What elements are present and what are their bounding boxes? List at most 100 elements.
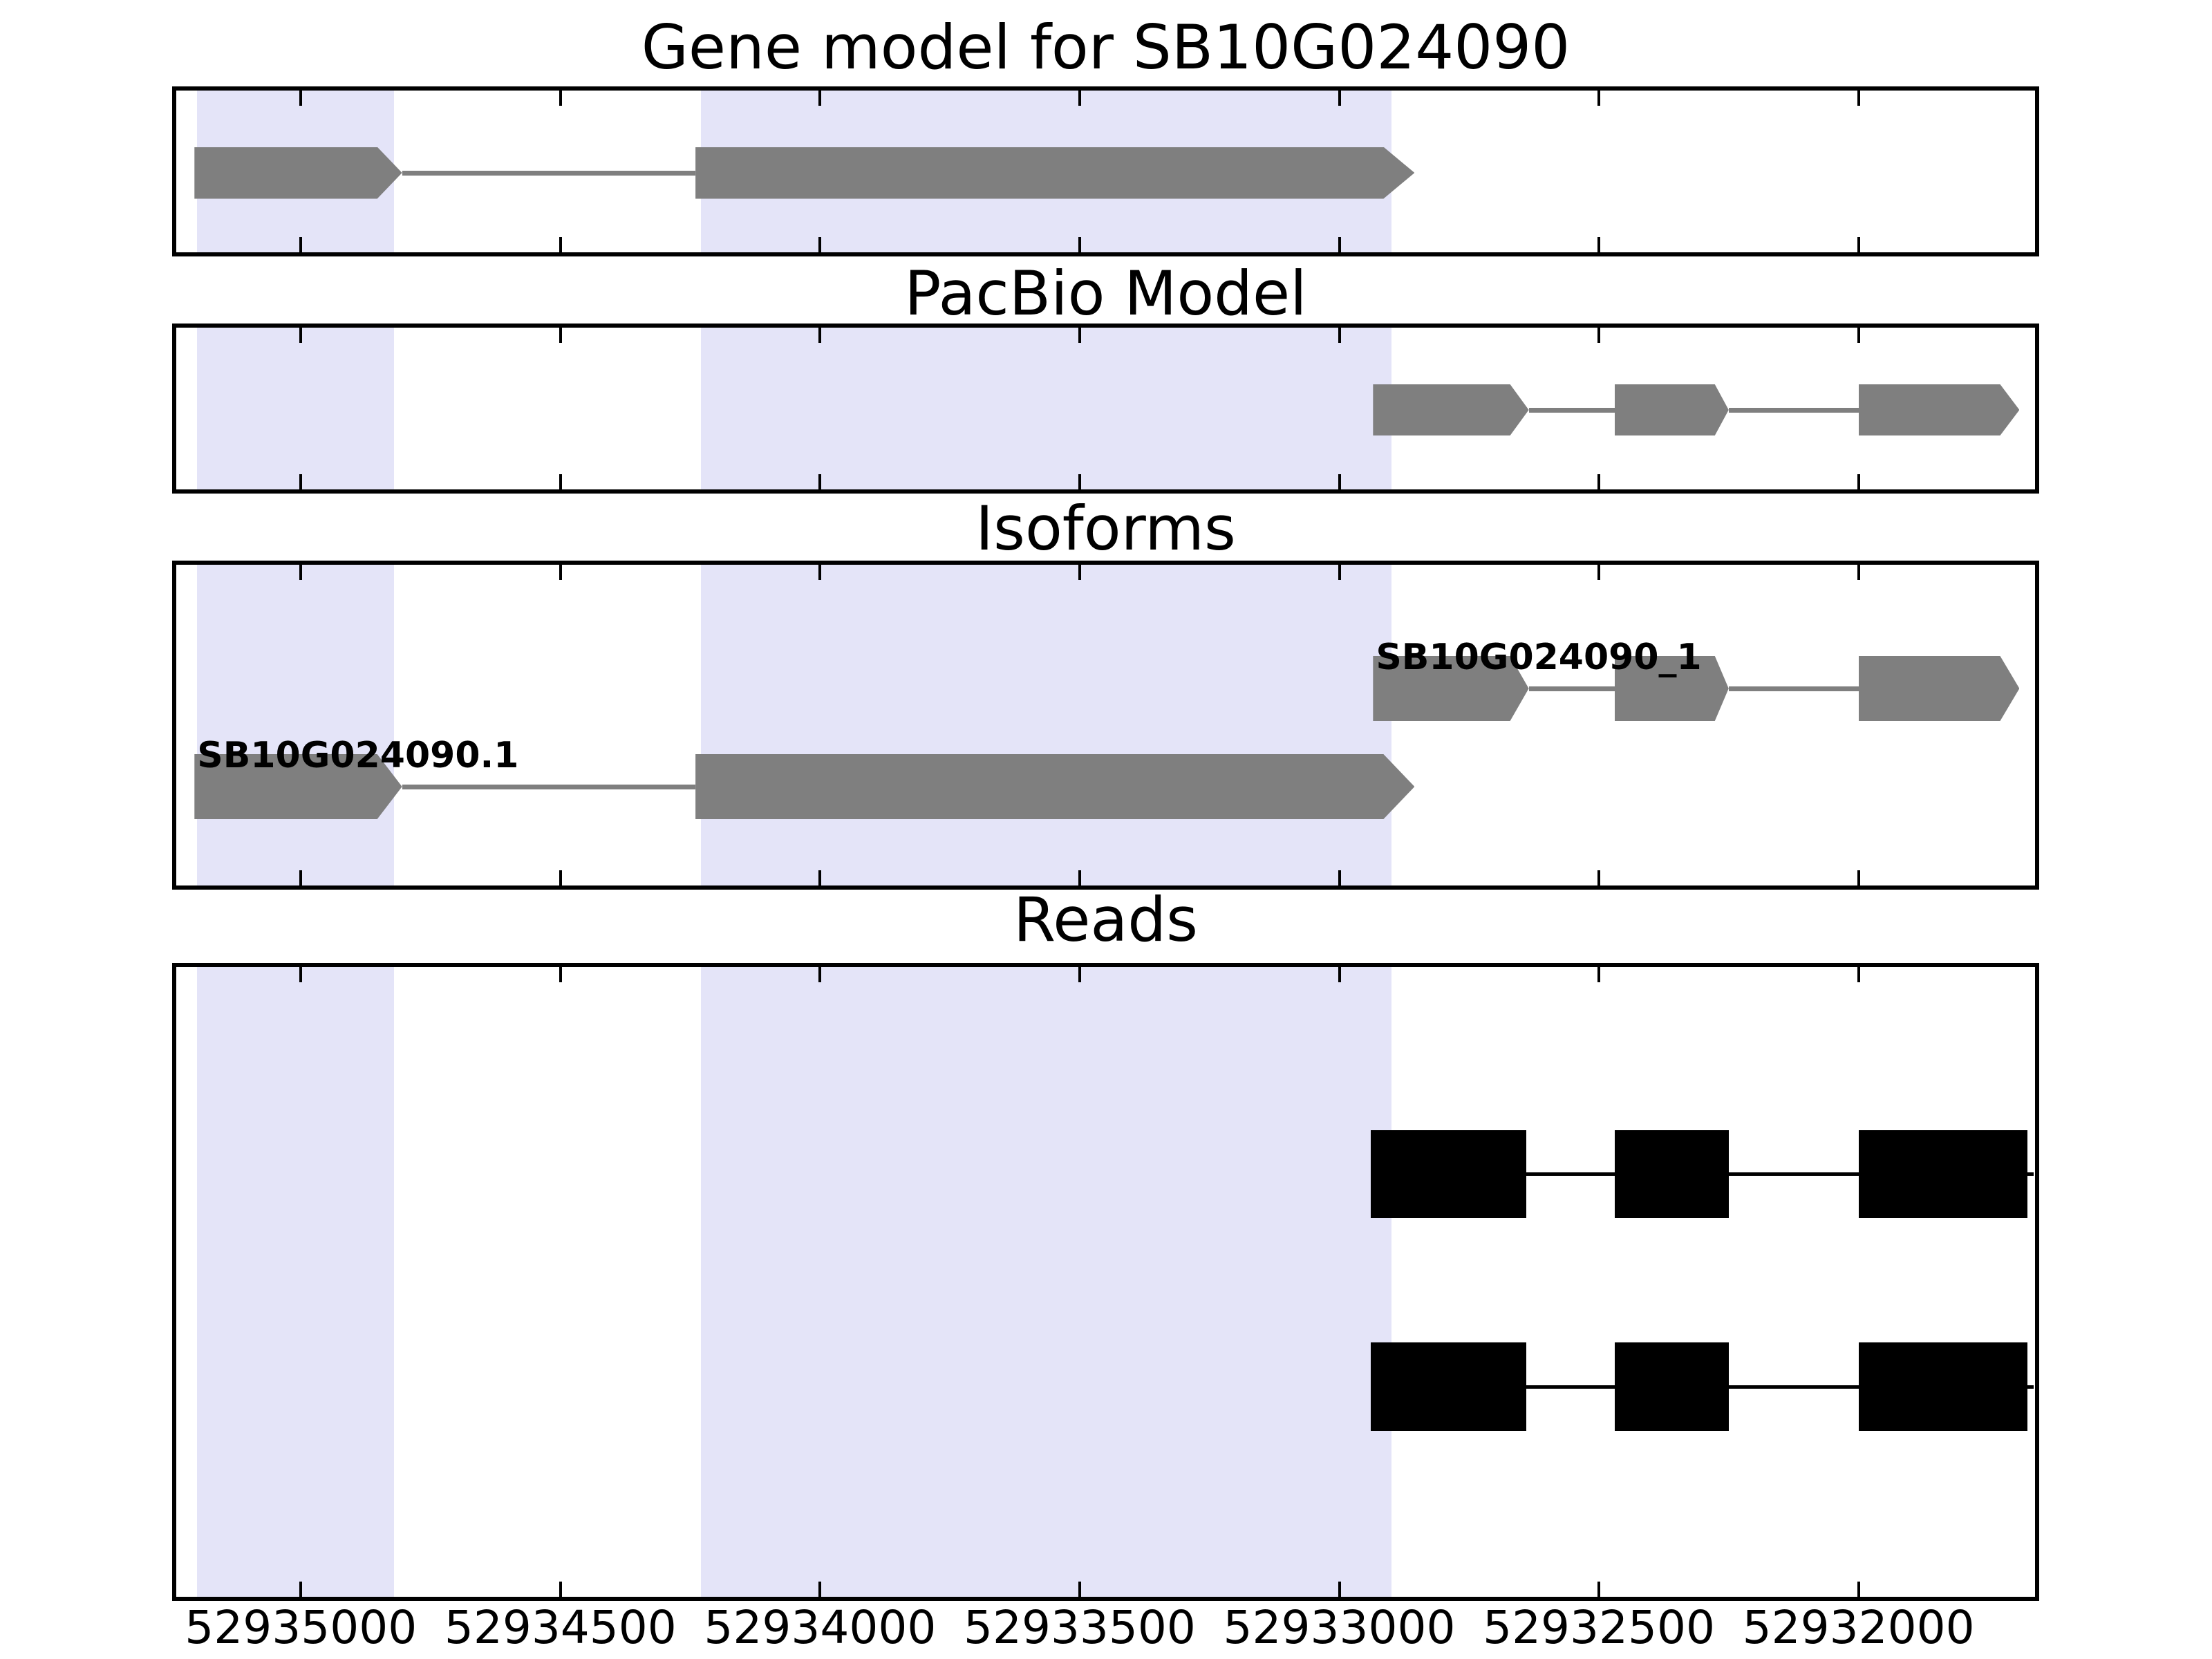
axis-tick-top bbox=[559, 967, 562, 982]
axis-tick-top bbox=[1597, 328, 1601, 343]
axis-tick-top bbox=[1338, 967, 1341, 982]
x-tick-label: 52935000 bbox=[185, 1601, 418, 1654]
axis-tick-top bbox=[1338, 91, 1341, 106]
axis-tick-top bbox=[1857, 91, 1860, 106]
axis-tick-top bbox=[1078, 328, 1081, 343]
axis-tick-top bbox=[1857, 565, 1860, 580]
x-tick-label: 52932000 bbox=[1742, 1601, 1975, 1654]
axis-tick-top bbox=[1078, 967, 1081, 982]
axis-tick-top bbox=[818, 967, 822, 982]
axis-tick-bottom bbox=[1597, 870, 1601, 885]
intron-line bbox=[1526, 1385, 1615, 1389]
axis-tick-top bbox=[818, 328, 822, 343]
x-tick-label: 52932500 bbox=[1483, 1601, 1716, 1654]
axis-tick-bottom bbox=[559, 474, 562, 489]
intron-line bbox=[1728, 407, 1859, 413]
intron-line bbox=[1528, 407, 1615, 413]
axis-tick-top bbox=[299, 967, 303, 982]
axis-tick-bottom bbox=[299, 474, 303, 489]
axis-tick-bottom bbox=[818, 1582, 822, 1597]
intron-line bbox=[1728, 1172, 1859, 1176]
axis-tick-bottom bbox=[559, 870, 562, 885]
exon-arrow-block bbox=[194, 754, 402, 819]
axis-tick-bottom bbox=[559, 237, 562, 252]
isoform-label: SB10G024090_1 bbox=[1376, 637, 1702, 678]
axis-tick-bottom bbox=[1597, 1582, 1601, 1597]
highlight-band bbox=[197, 328, 395, 489]
axis-tick-bottom bbox=[1338, 870, 1341, 885]
axis-tick-bottom bbox=[1078, 237, 1081, 252]
exon-arrow-block bbox=[1858, 384, 2020, 435]
highlight-band bbox=[197, 967, 395, 1597]
axis-tick-bottom bbox=[818, 870, 822, 885]
axis-tick-bottom bbox=[818, 474, 822, 489]
exon-arrow-block bbox=[1373, 384, 1529, 435]
x-tick-label: 52933000 bbox=[1223, 1601, 1456, 1654]
intron-line bbox=[1528, 686, 1615, 691]
exon-arrow-block bbox=[1614, 656, 1729, 721]
axis-tick-bottom bbox=[818, 237, 822, 252]
panel-title-2: PacBio Model bbox=[904, 258, 1307, 329]
x-tick-label: 52934000 bbox=[704, 1601, 937, 1654]
axis-tick-top bbox=[1597, 565, 1601, 580]
axis-tick-bottom bbox=[1078, 1582, 1081, 1597]
highlight-band bbox=[700, 328, 1391, 489]
axis-tick-top bbox=[299, 565, 303, 580]
read-block bbox=[1858, 1342, 2027, 1431]
axis-tick-bottom bbox=[1857, 1582, 1860, 1597]
axis-tick-top bbox=[1597, 967, 1601, 982]
read-block bbox=[1614, 1342, 1729, 1431]
figure-title: Gene model for SB10G024090 bbox=[641, 12, 1571, 83]
axis-tick-bottom bbox=[1857, 474, 1860, 489]
track-panel-4 bbox=[172, 963, 2039, 1601]
panel-title-3: Isoforms bbox=[975, 493, 1236, 564]
axis-tick-bottom bbox=[1338, 237, 1341, 252]
exon-arrow-block bbox=[1614, 384, 1729, 435]
track-panel-3: SB10G024090_1 SB10G024090.1 bbox=[172, 561, 2039, 890]
axis-tick-bottom bbox=[1338, 1582, 1341, 1597]
axis-tick-top bbox=[559, 328, 562, 343]
track-panel-2 bbox=[172, 324, 2039, 494]
track-panel-1 bbox=[172, 86, 2039, 256]
read-tail-line bbox=[2027, 1385, 2034, 1389]
axis-tick-bottom bbox=[1857, 870, 1860, 885]
axis-tick-bottom bbox=[1597, 474, 1601, 489]
axis-tick-top bbox=[818, 91, 822, 106]
read-block bbox=[1614, 1130, 1729, 1218]
panel-title-4: Reads bbox=[1013, 884, 1198, 955]
axis-tick-bottom bbox=[299, 870, 303, 885]
exon-arrow-block bbox=[1858, 656, 2020, 721]
axis-tick-bottom bbox=[1597, 237, 1601, 252]
axis-tick-top bbox=[1597, 91, 1601, 106]
x-tick-label: 52933500 bbox=[963, 1601, 1196, 1654]
axis-tick-bottom bbox=[299, 1582, 303, 1597]
intron-line bbox=[402, 784, 696, 789]
exon-arrow-block bbox=[695, 754, 1415, 819]
intron-line bbox=[1728, 1385, 1859, 1389]
read-block bbox=[1858, 1130, 2027, 1218]
axis-tick-top bbox=[1078, 91, 1081, 106]
axis-tick-top bbox=[1078, 565, 1081, 580]
axis-tick-bottom bbox=[1857, 237, 1860, 252]
read-block bbox=[1370, 1130, 1526, 1218]
axis-tick-bottom bbox=[299, 237, 303, 252]
axis-tick-top bbox=[299, 328, 303, 343]
axis-tick-top bbox=[1338, 328, 1341, 343]
intron-line bbox=[1728, 686, 1859, 691]
exon-arrow-block bbox=[695, 147, 1415, 199]
exon-arrow-block bbox=[194, 147, 402, 199]
exon-arrow-block bbox=[1373, 656, 1529, 721]
read-tail-line bbox=[2027, 1172, 2034, 1176]
axis-tick-bottom bbox=[1338, 474, 1341, 489]
axis-tick-top bbox=[559, 565, 562, 580]
axis-tick-top bbox=[1338, 565, 1341, 580]
intron-line bbox=[1526, 1172, 1615, 1176]
axis-tick-bottom bbox=[1078, 474, 1081, 489]
axis-tick-top bbox=[559, 91, 562, 106]
x-tick-label: 52934500 bbox=[444, 1601, 677, 1654]
axis-tick-top bbox=[1857, 328, 1860, 343]
read-block bbox=[1370, 1342, 1526, 1431]
isoform-label: SB10G024090.1 bbox=[197, 735, 519, 776]
axis-tick-top bbox=[1857, 967, 1860, 982]
highlight-band bbox=[700, 565, 1391, 885]
